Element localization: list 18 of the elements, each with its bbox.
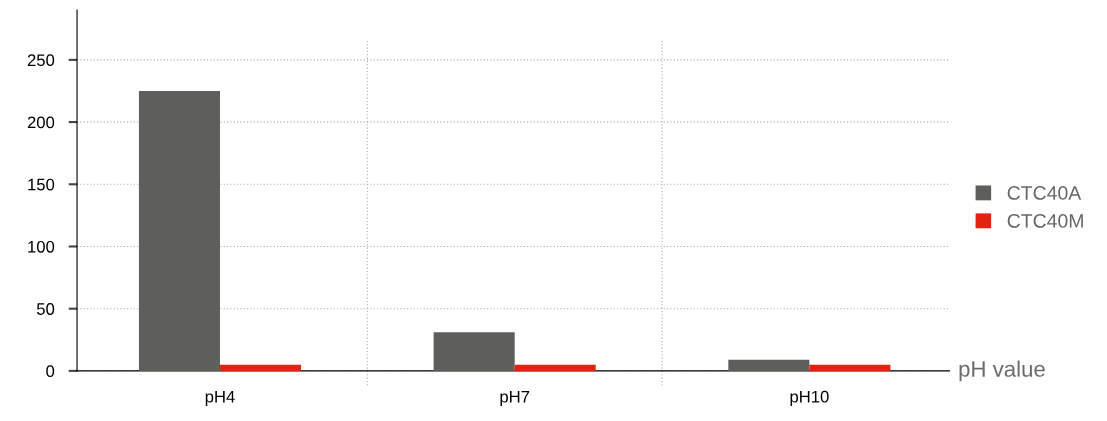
y-tick-label: 0 <box>46 365 55 378</box>
bar <box>809 364 891 371</box>
y-tick-label: 50 <box>36 303 55 315</box>
x-tick-label: pH7 <box>500 390 530 406</box>
y-tick-label: 200 <box>27 116 55 129</box>
y-tick-label: 100 <box>28 240 55 253</box>
y-tick-label: 150 <box>28 178 55 191</box>
x-tick-label: pH10 <box>790 390 829 406</box>
legend-label: CTC40A <box>1007 186 1082 200</box>
legend-label: CTC40M <box>1007 214 1083 228</box>
x-tick-label: pH4 <box>205 390 235 406</box>
bar <box>728 359 810 371</box>
x-axis-title: pH value <box>959 360 1045 382</box>
bar <box>219 364 302 371</box>
bar <box>138 90 220 371</box>
y-tick-label: 250 <box>27 54 55 67</box>
bar <box>433 332 515 371</box>
bar <box>514 364 596 371</box>
